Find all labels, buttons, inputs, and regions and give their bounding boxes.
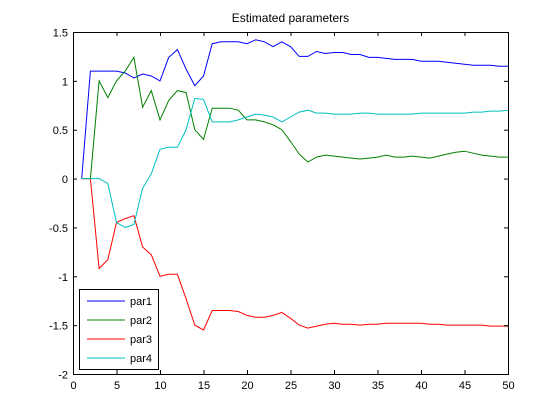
x-tick-label: 50 <box>502 380 514 392</box>
x-tick-label: 35 <box>372 380 384 392</box>
y-tick-label: 1 <box>62 76 68 88</box>
x-tick-label: 30 <box>328 380 340 392</box>
y-tick-label: -2 <box>58 370 68 382</box>
legend-label-par4: par4 <box>130 353 152 365</box>
y-tick-label: 0.5 <box>53 125 68 137</box>
x-tick-label: 10 <box>154 380 166 392</box>
y-tick-label: 1.5 <box>53 28 68 40</box>
series-line-par2 <box>81 56 508 180</box>
series-line-par4 <box>81 97 509 228</box>
y-tick-label: -1.5 <box>49 321 68 333</box>
x-tick-label: 15 <box>198 380 210 392</box>
legend-label-par3: par3 <box>130 334 152 346</box>
x-tick-label: 40 <box>415 380 427 392</box>
chart-title: Estimated parameters <box>232 11 349 25</box>
y-tick-label: -1 <box>58 272 68 284</box>
ticks-layer: 0 5 10 15 20 25 30 35 40 45 50 -2 -1.5 -1 -0.5 0 0.5 1 1.5 <box>49 28 515 393</box>
series-line-par3 <box>81 178 508 331</box>
legend-box <box>79 289 159 370</box>
y-tick-label: -0.5 <box>49 223 68 235</box>
series-line-par1 <box>81 39 508 179</box>
x-tick-label: 5 <box>114 380 120 392</box>
series-layer <box>81 39 509 331</box>
legend: par1 par2 par3 par4 <box>79 289 159 370</box>
x-tick-label: 45 <box>459 380 471 392</box>
x-tick-label: 25 <box>285 380 297 392</box>
x-tick-label: 0 <box>70 380 76 392</box>
y-tick-label: 0 <box>62 174 68 186</box>
legend-label-par2: par2 <box>130 315 152 327</box>
legend-label-par1: par1 <box>130 296 152 308</box>
x-tick-label: 20 <box>241 380 253 392</box>
